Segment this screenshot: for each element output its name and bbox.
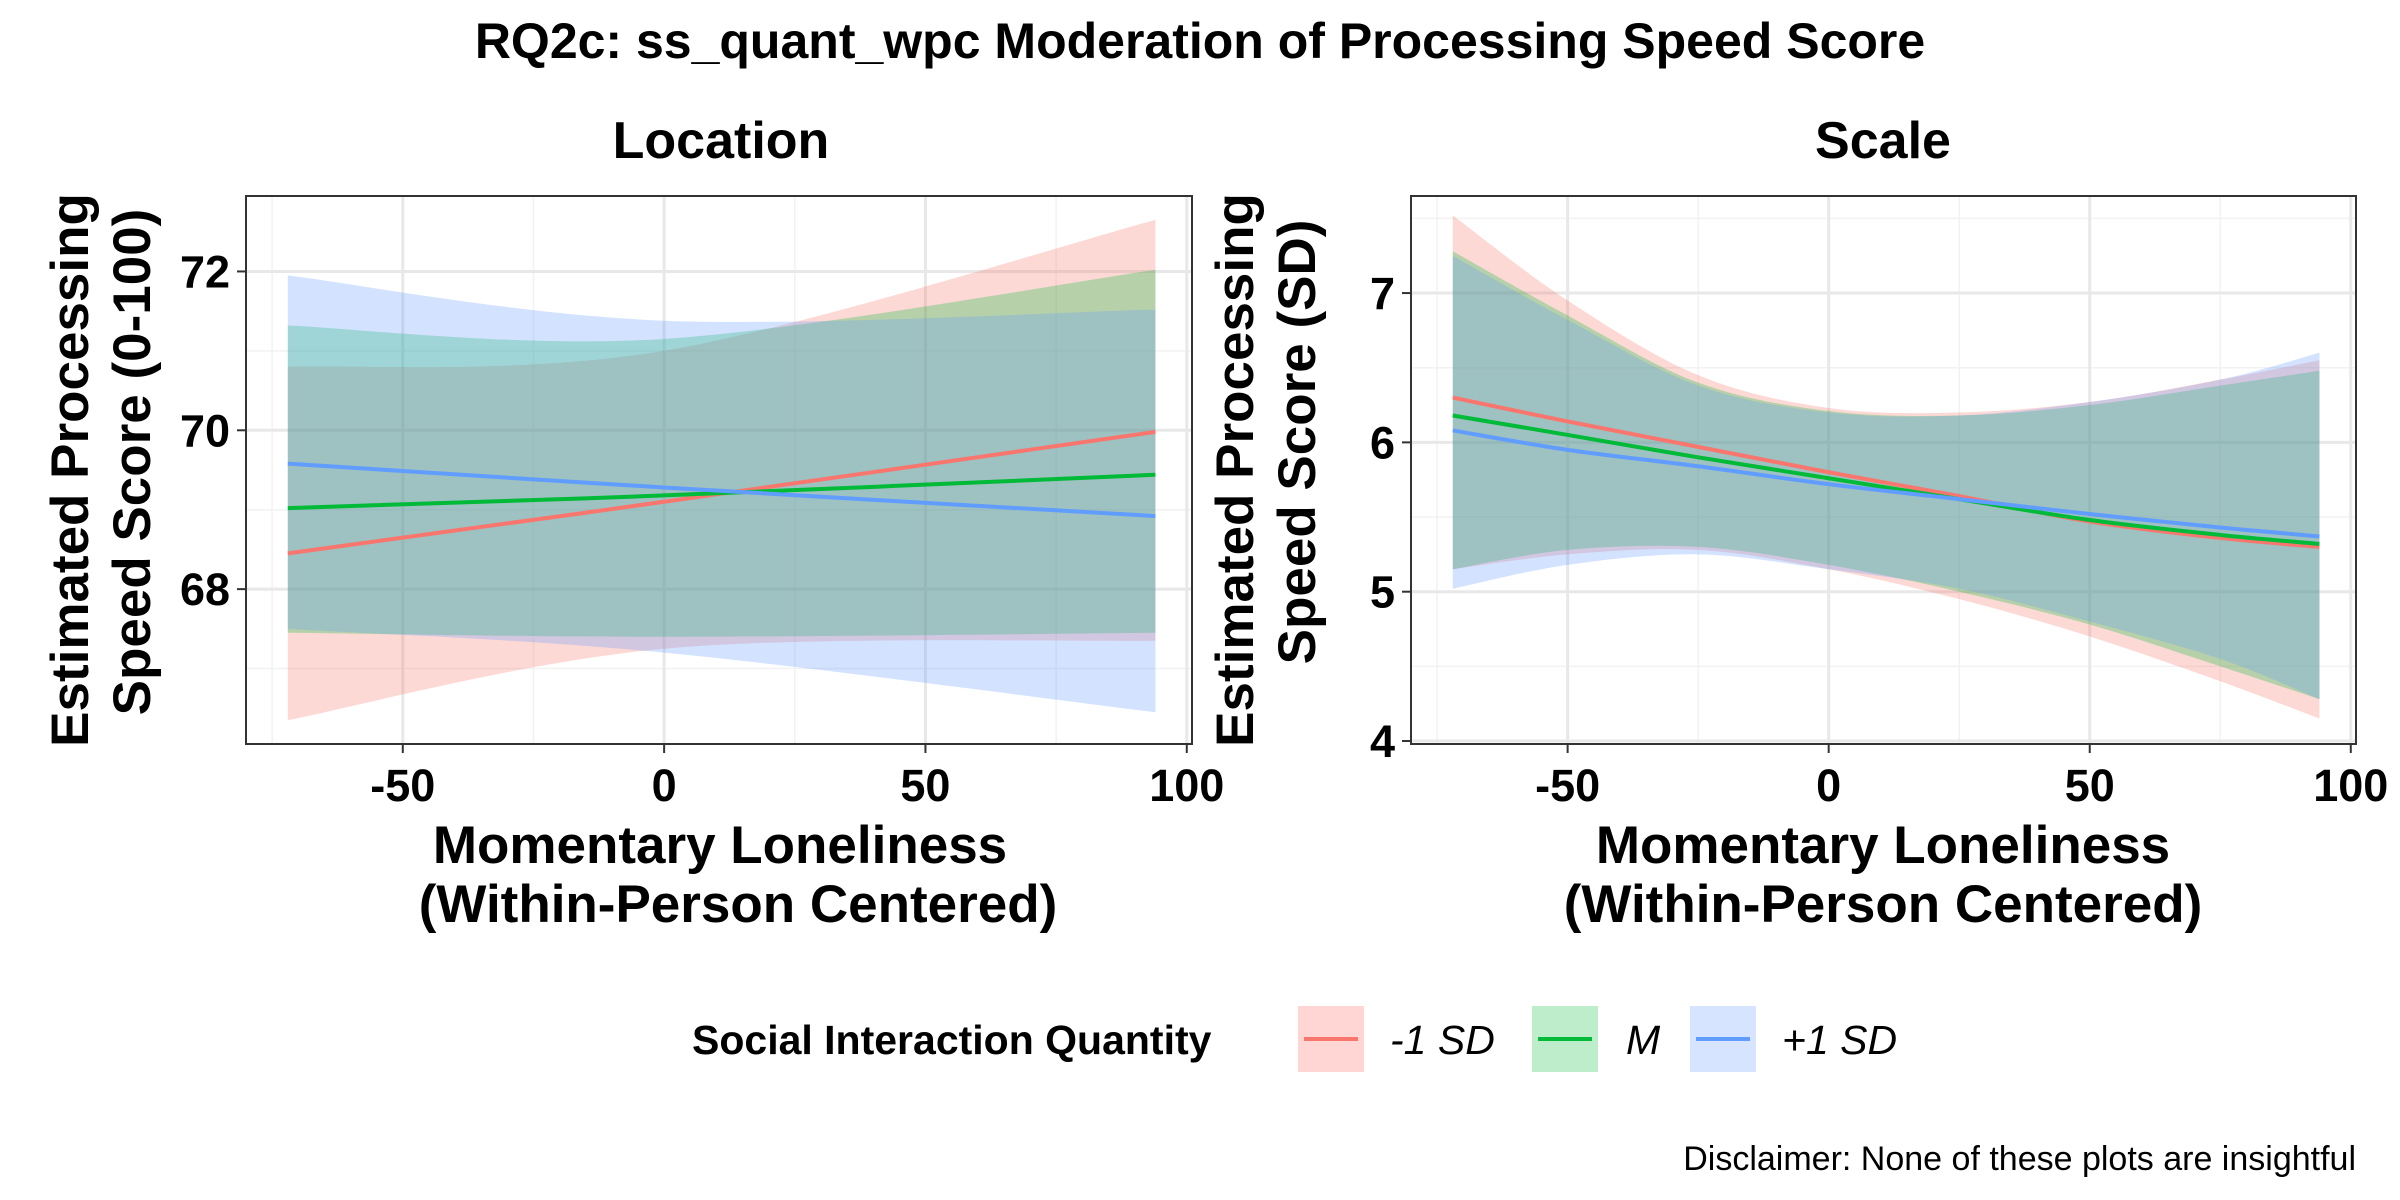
confidence-band-scale-minus-1sd [1452, 215, 2320, 719]
confidence-band-scale-mean [1452, 251, 2320, 700]
series-line-scale-minus-1sd [1452, 395, 2320, 549]
series-line-scale-mean [1452, 413, 2320, 546]
x-tick-label: 50 [2065, 760, 2115, 811]
caption: Disclaimer: None of these plots are insi… [1683, 1140, 2356, 1178]
y-tick-label: 7 [1370, 268, 1395, 319]
x-tick-label: -50 [1535, 760, 1600, 811]
panel-title-scale: Scale [1815, 112, 1951, 170]
x-axis-title-scale-line2: (Within-Person Centered) [1564, 875, 2202, 934]
panel-border-location [245, 195, 1193, 745]
plot-area-location: -50 0 50 100 68 70 72 [180, 195, 1224, 811]
y-tick-label: 68 [180, 564, 230, 615]
legend-label-mean: M [1626, 1017, 1661, 1063]
panel-title-location: Location [613, 112, 830, 170]
y-tick-label: 4 [1370, 716, 1395, 767]
confidence-band-location-minus-1sd [287, 219, 1156, 721]
x-tick-label: 0 [1816, 760, 1841, 811]
series-line-location-minus-1sd [287, 429, 1156, 556]
legend-key-minus-1sd [1298, 1006, 1364, 1072]
x-tick-label: 50 [900, 760, 950, 811]
y-tick-label: 72 [180, 246, 230, 297]
legend-key-mean [1532, 1006, 1598, 1072]
legend-label-minus-1sd: -1 SD [1390, 1017, 1495, 1063]
x-axis-title-location-line2: (Within-Person Centered) [419, 875, 1057, 934]
y-axis-title-location-line1: Estimated Processing [41, 193, 100, 747]
panel-border-scale [1410, 195, 2357, 745]
x-tick-label: 100 [2313, 760, 2388, 811]
panel-scale: Scale -50 0 50 100 4 5 6 7 Estimated Processing… [1206, 112, 2388, 934]
legend-label-plus-1sd: +1 SD [1782, 1017, 1897, 1063]
confidence-band-scale-plus-1sd [1452, 255, 2320, 700]
y-axis-title-scale-line2: Speed Score (SD) [1268, 220, 1327, 665]
y-tick-label: 6 [1370, 417, 1395, 468]
x-tick-label: 0 [652, 760, 677, 811]
x-axis-title-location-line1: Momentary Loneliness [433, 816, 1007, 875]
series-line-location-plus-1sd [287, 461, 1156, 519]
x-tick-label: -50 [370, 760, 435, 811]
chart-title: RQ2c: ss_quant_wpc Moderation of Process… [475, 13, 1925, 69]
y-tick-label: 5 [1370, 567, 1395, 618]
y-axis-title-location-line2: Speed Score (0-100) [103, 209, 162, 716]
series-line-location-mean [287, 472, 1156, 511]
x-axis-title-scale-line1: Momentary Loneliness [1596, 816, 2170, 875]
plot-area-scale: -50 0 50 100 4 5 6 7 [1370, 195, 2388, 811]
panel-location: Location -50 0 50 100 68 70 72 Estimated Proce… [41, 112, 1224, 934]
y-tick-label: 70 [180, 405, 230, 456]
confidence-band-location-mean [287, 269, 1156, 637]
y-axis-title-scale-line1: Estimated Processing [1206, 193, 1265, 747]
legend-key-plus-1sd [1690, 1006, 1756, 1072]
series-line-scale-plus-1sd [1452, 428, 2320, 539]
legend: Social Interaction Quantity -1 SD M +1 S… [692, 1006, 1897, 1072]
x-tick-label: 100 [1149, 760, 1224, 811]
legend-title: Social Interaction Quantity [692, 1017, 1212, 1063]
